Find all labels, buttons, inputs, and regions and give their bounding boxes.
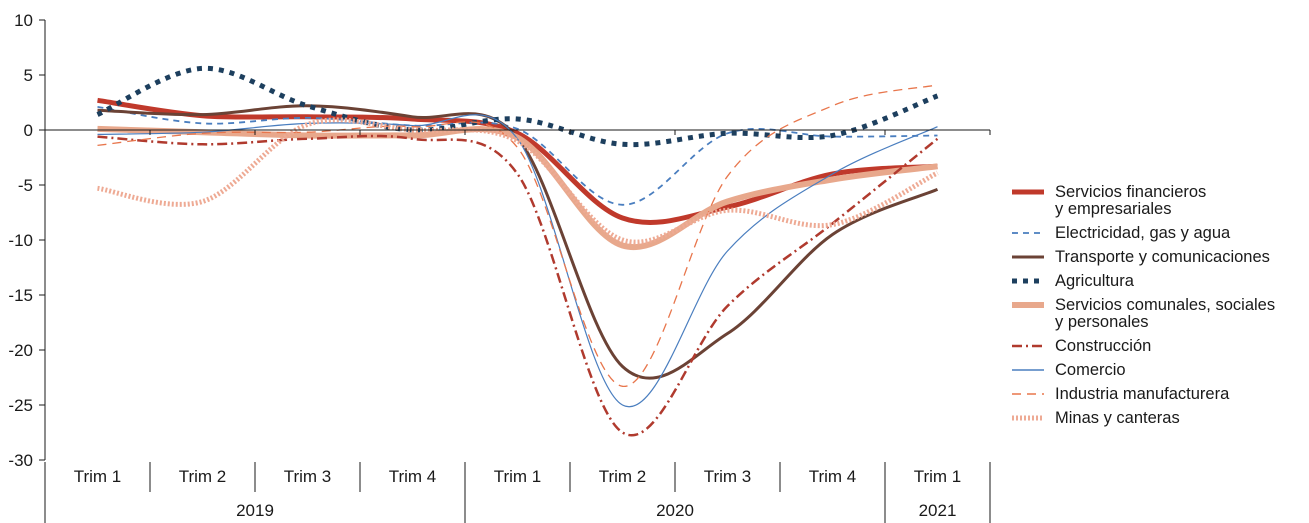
- quarter-label: Trim 3: [704, 467, 752, 486]
- series-line-2: [97, 106, 938, 206]
- year-label: 2019: [236, 501, 274, 520]
- series-line-4: [96, 65, 939, 148]
- legend-item: Industria manufacturera: [1010, 386, 1309, 403]
- legend-swatch: [1012, 369, 1044, 371]
- legend-item: Electricidad, gas y agua: [1010, 225, 1309, 242]
- series-lines: [96, 65, 939, 437]
- y-tick-label: -5: [18, 176, 33, 195]
- y-tick-label: -20: [8, 341, 33, 360]
- series-line-6: [97, 134, 939, 437]
- legend-item: Comercio: [1010, 362, 1309, 379]
- chart-legend: Servicios financieros y empresariales Ele…: [1010, 184, 1309, 434]
- quarter-label: Trim 2: [599, 467, 647, 486]
- legend-swatch: [1012, 255, 1044, 259]
- series-line-8: [97, 84, 938, 387]
- quarter-label: Trim 3: [284, 467, 332, 486]
- quarter-label: Trim 4: [389, 467, 437, 486]
- legend-swatch: [1012, 232, 1044, 234]
- year-label: 2021: [919, 501, 957, 520]
- legend-swatch: [1012, 189, 1044, 195]
- y-tick-label: -10: [8, 231, 33, 250]
- legend-label: Industria manufacturera: [1055, 385, 1230, 403]
- legend-label: Minas y canteras: [1055, 409, 1180, 427]
- year-label: 2020: [656, 501, 694, 520]
- legend-label: Servicios comunales, sociales y personal…: [1055, 296, 1276, 331]
- legend-label: Electricidad, gas y agua: [1055, 224, 1231, 242]
- legend-item: Minas y canteras: [1010, 410, 1309, 427]
- quarter-label: Trim 1: [74, 467, 122, 486]
- x-tick-labels: Trim 1 Trim 2 Trim 3 Trim 4 Trim 1 Trim 2 Trim…: [74, 467, 962, 520]
- legend-label: Construcción: [1055, 337, 1152, 355]
- quarter-label: Trim 2: [179, 467, 227, 486]
- legend-swatch: [1012, 393, 1044, 395]
- y-tick-labels: 10 5 0 -5 -10 -15 -20 -25 -30: [8, 11, 33, 470]
- chart-axes: [39, 19, 991, 523]
- series-line-9: [97, 117, 939, 245]
- legend-label: Transporte y comunicaciones: [1055, 248, 1270, 266]
- legend-swatch: [1012, 344, 1044, 348]
- legend-item: Transporte y comunicaciones: [1010, 249, 1309, 266]
- series-line-5: [97, 125, 938, 251]
- legend-label: Agricultura: [1055, 272, 1134, 290]
- y-tick-label: -15: [8, 286, 33, 305]
- legend-item: Servicios comunales, sociales y personal…: [1010, 297, 1309, 331]
- legend-swatch: [1012, 302, 1044, 308]
- quarter-label: Trim 1: [494, 467, 542, 486]
- legend-label: Servicios financieros y empresariales: [1055, 183, 1207, 218]
- y-tick-label: -30: [8, 451, 33, 470]
- y-tick-label: -25: [8, 396, 33, 415]
- legend-label: Comercio: [1055, 361, 1126, 379]
- y-tick-label: 0: [24, 121, 33, 140]
- legend-item: Agricultura: [1010, 273, 1309, 290]
- legend-item: Construcción: [1010, 338, 1309, 355]
- y-tick-label: 10: [14, 11, 33, 30]
- series-line-3: [97, 104, 939, 380]
- legend-swatch: [1012, 278, 1044, 284]
- series-line-7: [97, 114, 938, 408]
- quarter-label: Trim 1: [914, 467, 962, 486]
- legend-swatch: [1012, 415, 1044, 421]
- y-tick-label: 5: [24, 66, 33, 85]
- legend-item: Servicios financieros y empresariales: [1010, 184, 1309, 218]
- quarter-label: Trim 4: [809, 467, 857, 486]
- line-chart: 10 5 0 -5 -10 -15 -20 -25 -30 Trim 1 Trim 2 Trim 3…: [8, 11, 991, 523]
